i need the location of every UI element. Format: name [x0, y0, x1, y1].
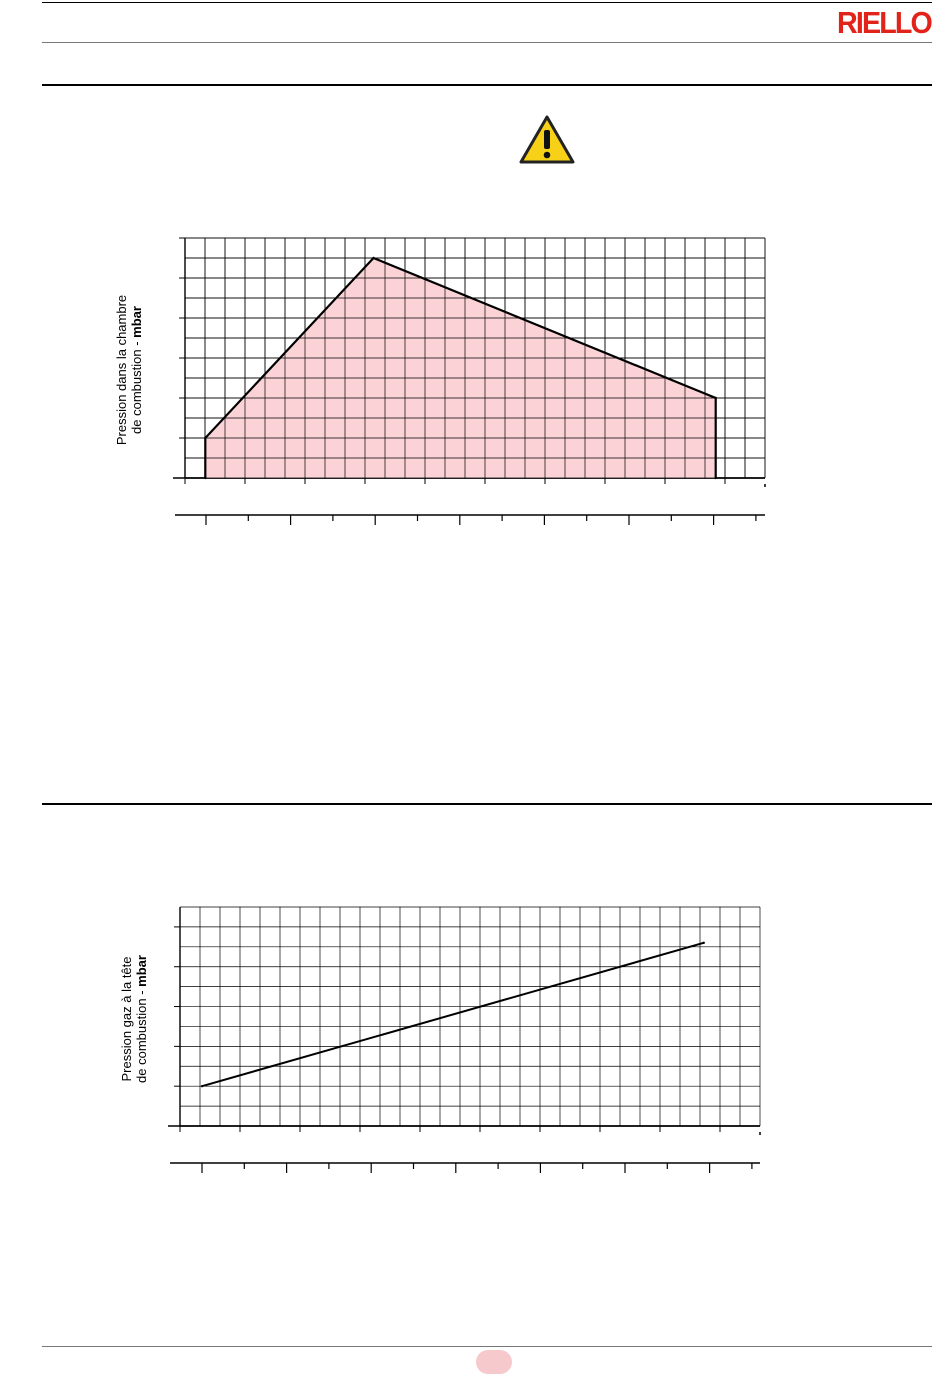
chart1-data-point: [204, 436, 207, 440]
header-top-rule: [42, 2, 932, 3]
chart2-series-line: [201, 941, 704, 1088]
chart1-area-fill: [205, 258, 716, 478]
chart2-data-point: [200, 1084, 204, 1088]
page-number-badge: [476, 1350, 512, 1374]
chart1-data-point: [204, 476, 207, 480]
footer-rule: [42, 1346, 932, 1347]
chart1-data-point: [714, 476, 717, 480]
riello-logo: RIELLO: [837, 6, 932, 38]
header-bottom-rule: [42, 42, 932, 43]
warning-triangle-icon: [519, 115, 575, 164]
chart1-data-point: [372, 256, 375, 260]
section-rule-1: [42, 84, 932, 86]
section-rule-2: [42, 803, 932, 805]
svg-text:RIELLO: RIELLO: [837, 6, 932, 38]
chart1-data-point: [714, 396, 717, 400]
chart2-svg: [168, 906, 761, 1173]
chart2-data-point: [702, 941, 705, 945]
chart1-svg: [173, 237, 766, 525]
